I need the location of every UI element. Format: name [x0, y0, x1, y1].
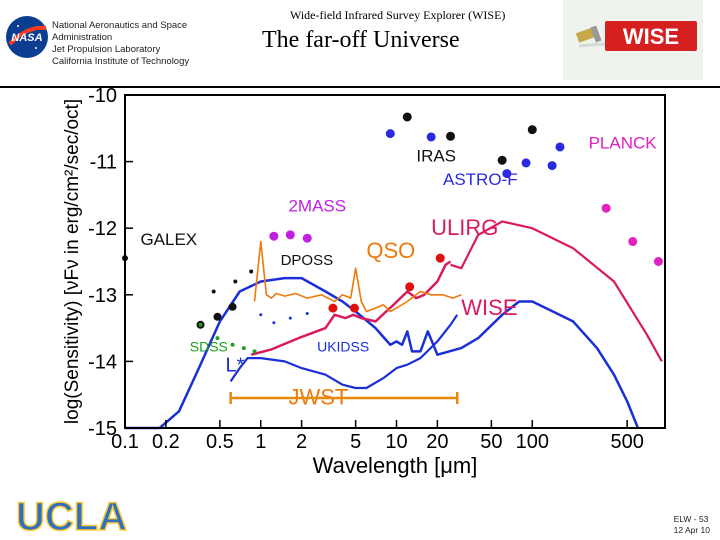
y-axis-label: log(Sensitivity) [νFν in erg/cm²/sec/oct…: [62, 99, 83, 424]
sdss-point: [215, 336, 220, 341]
dposs-point: [249, 269, 254, 274]
qso-label: QSO: [366, 238, 415, 263]
red-point: [405, 282, 415, 292]
y-tick-label: -13: [88, 285, 117, 307]
header-divider: [0, 86, 720, 88]
x-tick-label: 0.1: [111, 431, 139, 453]
x-tick-label: 1: [255, 431, 266, 453]
astrof-point: [555, 142, 565, 152]
org-line: Jet Propulsion Laboratory: [52, 44, 161, 55]
astrof-point: [385, 129, 395, 139]
ukidss-point: [259, 313, 263, 317]
x-tick-label: 20: [426, 431, 448, 453]
slide-date: 12 Apr 10: [673, 525, 710, 535]
org-line: California Institute of Technology: [52, 56, 190, 67]
astrof-point: [502, 169, 512, 179]
sdss-point: [198, 322, 203, 327]
sensitivity-line: [125, 276, 640, 430]
ukidss-point: [305, 311, 309, 315]
org-line: Administration: [52, 32, 113, 43]
footer-info: ELW - 53 12 Apr 10: [674, 514, 710, 536]
optical-point: [213, 312, 222, 321]
y-tick-label: -10: [88, 86, 117, 107]
y-tick-label: -12: [88, 218, 117, 240]
wise-logo-text: WISE: [623, 24, 679, 49]
wise-logo: WISE: [563, 0, 703, 80]
sdss-point: [230, 342, 235, 347]
nasa-logo-text: NASA: [11, 32, 42, 44]
ucla-logo: UCLA: [15, 494, 128, 536]
qso-line: [253, 240, 462, 313]
x-tick-label: 5: [350, 431, 361, 453]
plot-frame: [124, 94, 666, 429]
mission-name: Wide-field Infrared Survey Explorer (WIS…: [290, 8, 506, 22]
ukidss-point: [272, 321, 276, 325]
red-point: [328, 303, 338, 313]
x-tick-label: 500: [610, 431, 643, 453]
sdss-point: [252, 349, 257, 354]
x-tick-label: 10: [385, 431, 407, 453]
slide-title: The far-off Universe: [262, 27, 460, 53]
x-axis-label: Wavelength [μm]: [313, 453, 478, 478]
twomass-point: [302, 233, 312, 243]
ukidss-point: [288, 316, 292, 320]
sensitivity-chart: WISEULIRGQSOJWSTGALEXSDSSDPOSS2MASSUKIDS…: [62, 86, 666, 478]
ulirg-line: [450, 220, 663, 362]
twomass-point: [269, 231, 279, 241]
x-tick-label: 50: [480, 431, 502, 453]
ulirg-label: ULIRG: [431, 215, 498, 240]
dposs-label: DPOSS: [281, 252, 334, 269]
planck-point: [628, 237, 638, 247]
plot-area: WISEULIRGQSOJWSTGALEXSDSSDPOSS2MASSUKIDS…: [122, 112, 663, 430]
wise-line: [250, 260, 452, 356]
astrof-point: [521, 158, 531, 168]
planck-point: [601, 203, 611, 213]
organization-text: National Aeronautics and Space Administr…: [52, 20, 189, 68]
y-tick-label: -11: [90, 152, 117, 174]
astrof-label: ASTRO-F: [443, 170, 518, 189]
y-tick-label: -15: [88, 418, 117, 440]
dposs-point: [233, 279, 238, 284]
optical-point: [228, 302, 237, 311]
org-line: National Aeronautics and Space: [52, 20, 188, 31]
iras-label: IRAS: [416, 147, 456, 166]
axes: 0.1 0.2 0.5 1 2 5 10 20 50 100 500 -15 -14 -13 -12 -11 -…: [62, 86, 666, 478]
red-point: [435, 253, 445, 263]
planck-point: [653, 257, 663, 266]
iras-point: [446, 131, 456, 141]
ucla-logo-text: UCLA: [16, 495, 127, 536]
iras-point: [402, 112, 412, 122]
galex-label: GALEX: [140, 230, 197, 249]
slide-code: ELW - 53: [673, 514, 709, 524]
twomass-point: [285, 230, 295, 240]
x-tick-label: 0.5: [206, 431, 234, 453]
sdss-point: [241, 346, 246, 351]
iras-point: [497, 155, 507, 165]
x-tick-label: 2: [296, 431, 307, 453]
astrof-point: [426, 132, 436, 142]
lstar-annotation: L*: [226, 354, 245, 376]
y-tick-label: -14: [88, 351, 117, 373]
red-point: [349, 303, 359, 313]
nasa-logo: NASA: [6, 16, 48, 58]
twomass-label: 2MASS: [288, 197, 346, 216]
wise-label: WISE: [461, 295, 517, 320]
astrof-point: [547, 161, 557, 171]
planck-label: PLANCK: [589, 133, 658, 152]
x-tick-label: 100: [516, 431, 549, 453]
x-tick-label: 0.2: [152, 431, 180, 453]
dposs-point: [211, 289, 216, 294]
sdss-label: SDSS: [190, 338, 228, 354]
jwst-line: [229, 314, 459, 390]
iras-point: [527, 125, 537, 135]
ukidss-label: UKIDSS: [317, 338, 369, 354]
